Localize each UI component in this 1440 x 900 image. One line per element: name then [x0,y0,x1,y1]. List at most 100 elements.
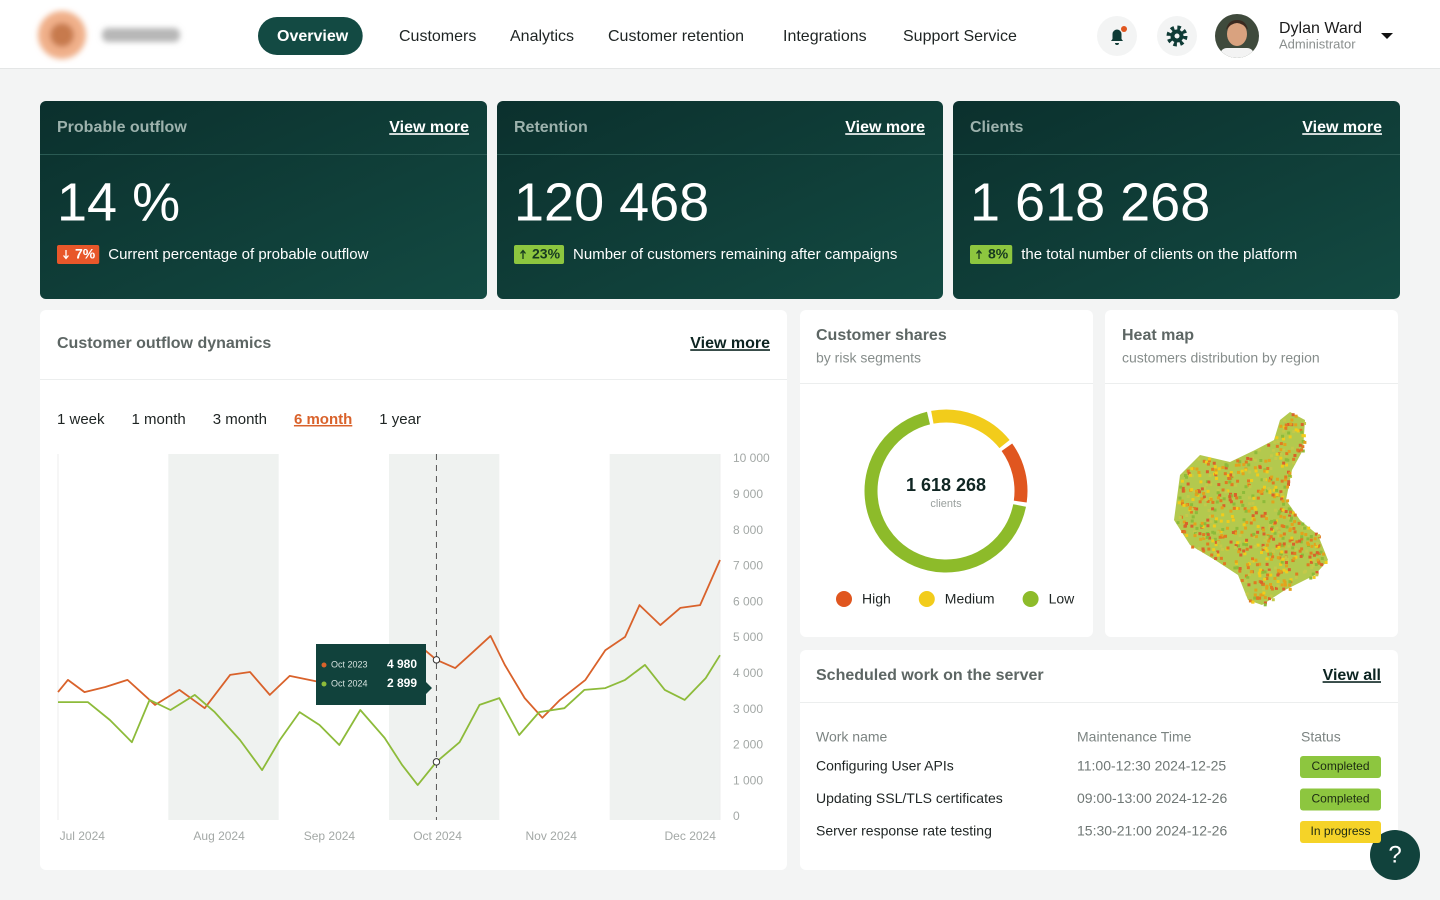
map-cell [1241,503,1245,507]
map-cell [1308,555,1312,559]
map-cell [1206,518,1210,522]
map-cell [1217,467,1221,471]
map-cell [1232,506,1236,510]
map-cell [1269,552,1273,556]
range-option[interactable]: 1 week [57,411,105,428]
map-cell [1267,487,1271,491]
logo[interactable] [38,11,180,59]
map-cell [1197,547,1201,551]
map-cell [1265,557,1269,561]
map-cell [1263,601,1267,605]
map-cell [1279,424,1283,428]
map-cell [1207,547,1211,551]
map-cell [1290,418,1294,422]
map-cell [1293,454,1297,458]
map-cell [1299,554,1303,558]
map-cell [1225,526,1229,530]
map-cell [1181,502,1185,506]
map-cell [1271,481,1275,485]
kpi-change: 8% [988,246,1009,262]
map-cell [1244,460,1248,464]
map-cell [1236,470,1240,474]
map-cell [1182,520,1186,524]
map-cell [1281,489,1285,493]
map-cell [1270,585,1274,589]
kpi-link[interactable]: View more [389,119,469,136]
map-cell [1256,524,1260,528]
map-cell [1309,560,1313,564]
range-option[interactable]: 6 month [294,411,352,428]
map-cell [1214,540,1218,544]
nav-active-pill[interactable] [258,17,363,55]
month-band [168,454,279,820]
map-cell [1283,443,1287,447]
map-cell [1242,523,1246,527]
user-menu-caret[interactable] [1381,33,1393,39]
map-cell [1214,471,1218,475]
range-option[interactable]: 3 month [213,411,267,428]
map-cell [1259,593,1263,597]
map-cell [1208,473,1212,477]
map-cell [1267,570,1271,574]
column-header: Work name [816,729,888,745]
map-cell [1246,456,1250,460]
map-cell [1315,552,1319,556]
map-cell [1255,563,1259,567]
map-cell [1206,489,1210,493]
map-cell [1244,485,1248,489]
view-more-link[interactable]: View more [690,335,770,352]
view-all-link[interactable]: View all [1323,667,1381,684]
map-cell [1260,514,1264,518]
map-cell [1282,461,1286,465]
nav-item[interactable]: Customer retention [608,28,744,45]
avatar[interactable] [1215,14,1259,62]
kpi-value: 14 % [57,172,180,232]
map-cell [1182,503,1186,507]
map-cell [1262,532,1266,536]
range-option[interactable]: 1 year [379,411,421,428]
tooltip-dot [321,681,327,687]
map-cell [1312,553,1316,557]
map-cell [1254,545,1258,549]
map-cell [1256,473,1260,477]
nav-item[interactable]: Support Service [903,28,1017,45]
map-cell [1300,448,1304,452]
kpi-link[interactable]: View more [1302,119,1382,136]
map-cell [1287,431,1291,435]
map-cell [1178,516,1182,520]
nav-item[interactable]: Customers [399,28,476,45]
kpi-link[interactable]: View more [845,119,925,136]
range-option[interactable]: 1 month [132,411,186,428]
status-label: In progress [1310,824,1370,838]
map-cell [1294,414,1298,418]
map-cell [1248,485,1252,489]
map-cell [1205,483,1209,487]
map-cell [1317,551,1321,555]
map-cell [1229,494,1233,498]
y-tick-label: 7 000 [733,559,763,573]
map-cell [1280,583,1284,587]
map-cell [1249,560,1253,564]
nav-item[interactable]: Integrations [783,28,867,45]
legend-swatch [836,591,852,607]
map-cell [1252,496,1256,500]
map-cell [1228,498,1232,502]
map-cell [1254,535,1258,539]
y-tick-label: 3 000 [733,702,763,716]
map-cell [1240,578,1244,582]
map-cell [1221,488,1225,492]
nav-item[interactable]: Overview [277,28,349,45]
nav-item[interactable]: Analytics [510,28,574,45]
map-cell [1269,594,1273,598]
map-cell [1292,557,1296,561]
map-cell [1265,540,1269,544]
map-cell [1278,569,1282,573]
help-button[interactable] [1370,830,1420,880]
map-cell [1305,549,1309,553]
map-cell [1179,485,1183,489]
map-cell [1268,490,1272,494]
map-cell [1285,564,1289,568]
map-cell [1271,448,1275,452]
map-cell [1289,510,1293,514]
map-cell [1195,489,1199,493]
